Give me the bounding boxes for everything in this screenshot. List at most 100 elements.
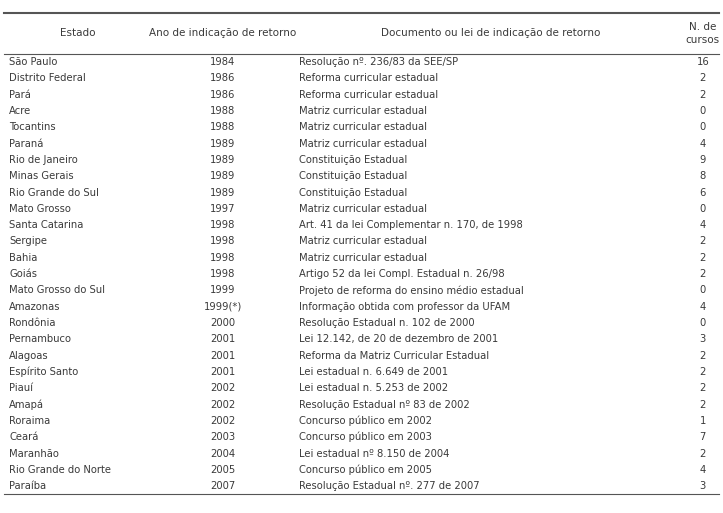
Text: 1998: 1998 <box>210 236 236 246</box>
Text: Matriz curricular estadual: Matriz curricular estadual <box>299 139 427 149</box>
Text: 1988: 1988 <box>210 106 235 116</box>
Text: Amazonas: Amazonas <box>9 302 61 312</box>
Text: 1986: 1986 <box>210 90 236 100</box>
Text: 2001: 2001 <box>210 334 235 344</box>
Text: 2: 2 <box>700 400 706 409</box>
Text: 2: 2 <box>700 383 706 393</box>
Text: 1998: 1998 <box>210 220 236 230</box>
Text: Ano de indicação de retorno: Ano de indicação de retorno <box>149 28 296 38</box>
Text: Mato Grosso: Mato Grosso <box>9 204 72 214</box>
Text: Sergipe: Sergipe <box>9 236 48 246</box>
Text: Piauí: Piauí <box>9 383 33 393</box>
Text: 0: 0 <box>700 122 706 132</box>
Text: 2: 2 <box>700 367 706 377</box>
Text: Concurso público em 2003: Concurso público em 2003 <box>299 432 432 443</box>
Text: 4: 4 <box>700 139 706 149</box>
Text: 2002: 2002 <box>210 383 235 393</box>
Text: Santa Catarina: Santa Catarina <box>9 220 84 230</box>
Text: Paraná: Paraná <box>9 139 44 149</box>
Text: Mato Grosso do Sul: Mato Grosso do Sul <box>9 285 106 295</box>
Text: 2: 2 <box>700 269 706 279</box>
Text: 1988: 1988 <box>210 122 235 132</box>
Text: Espírito Santo: Espírito Santo <box>9 367 79 377</box>
Text: Rio Grande do Norte: Rio Grande do Norte <box>9 465 111 475</box>
Text: 2: 2 <box>700 90 706 100</box>
Text: Resolução nº. 236/83 da SEE/SP: Resolução nº. 236/83 da SEE/SP <box>299 57 458 67</box>
Text: N. de
cursos: N. de cursos <box>685 22 720 45</box>
Text: Constituição Estadual: Constituição Estadual <box>299 188 407 198</box>
Text: Documento ou lei de indicação de retorno: Documento ou lei de indicação de retorno <box>380 28 600 38</box>
Text: 2005: 2005 <box>210 465 235 475</box>
Text: 1999: 1999 <box>210 285 236 295</box>
Text: 2001: 2001 <box>210 351 235 361</box>
Text: 1989: 1989 <box>210 171 236 181</box>
Text: Resolução Estadual nº. 277 de 2007: Resolução Estadual nº. 277 de 2007 <box>299 481 479 491</box>
Text: Lei 12.142, de 20 de dezembro de 2001: Lei 12.142, de 20 de dezembro de 2001 <box>299 334 498 344</box>
Text: 0: 0 <box>700 106 706 116</box>
Text: 2002: 2002 <box>210 400 235 409</box>
Text: 2: 2 <box>700 351 706 361</box>
Text: 0: 0 <box>700 204 706 214</box>
Text: Resolução Estadual n. 102 de 2000: Resolução Estadual n. 102 de 2000 <box>299 318 474 328</box>
Text: 7: 7 <box>700 432 706 442</box>
Text: Concurso público em 2002: Concurso público em 2002 <box>299 416 432 426</box>
Text: Resolução Estadual nº 83 de 2002: Resolução Estadual nº 83 de 2002 <box>299 400 469 409</box>
Text: Lei estadual n. 5.253 de 2002: Lei estadual n. 5.253 de 2002 <box>299 383 448 393</box>
Text: 2007: 2007 <box>210 481 235 491</box>
Text: 1984: 1984 <box>210 57 235 67</box>
Text: Matriz curricular estadual: Matriz curricular estadual <box>299 253 427 263</box>
Text: Constituição Estadual: Constituição Estadual <box>299 155 407 165</box>
Text: Ceará: Ceará <box>9 432 39 442</box>
Text: Concurso público em 2005: Concurso público em 2005 <box>299 465 432 475</box>
Text: Acre: Acre <box>9 106 32 116</box>
Text: 1997: 1997 <box>210 204 236 214</box>
Text: 2001: 2001 <box>210 367 235 377</box>
Text: 2002: 2002 <box>210 416 235 426</box>
Text: 1998: 1998 <box>210 253 236 263</box>
Text: Paraíba: Paraíba <box>9 481 46 491</box>
Text: Matriz curricular estadual: Matriz curricular estadual <box>299 122 427 132</box>
Text: Matriz curricular estadual: Matriz curricular estadual <box>299 236 427 246</box>
Text: 1989: 1989 <box>210 139 236 149</box>
Text: 1999(*): 1999(*) <box>204 302 241 312</box>
Text: 2: 2 <box>700 236 706 246</box>
Text: São Paulo: São Paulo <box>9 57 58 67</box>
Text: 6: 6 <box>700 188 706 198</box>
Text: 1998: 1998 <box>210 269 236 279</box>
Text: Projeto de reforma do ensino médio estadual: Projeto de reforma do ensino médio estad… <box>299 285 523 295</box>
Text: 3: 3 <box>700 481 706 491</box>
Text: 1: 1 <box>700 416 706 426</box>
Text: 0: 0 <box>700 285 706 295</box>
Text: 9: 9 <box>700 155 706 165</box>
Text: Estado: Estado <box>59 28 95 38</box>
Text: Matriz curricular estadual: Matriz curricular estadual <box>299 106 427 116</box>
Text: 1986: 1986 <box>210 73 236 83</box>
Text: Reforma curricular estadual: Reforma curricular estadual <box>299 73 437 83</box>
Text: 4: 4 <box>700 302 706 312</box>
Text: 4: 4 <box>700 220 706 230</box>
Text: Lei estadual nº 8.150 de 2004: Lei estadual nº 8.150 de 2004 <box>299 448 449 459</box>
Text: Alagoas: Alagoas <box>9 351 49 361</box>
Text: Pará: Pará <box>9 90 31 100</box>
Text: Matriz curricular estadual: Matriz curricular estadual <box>299 204 427 214</box>
Text: Constituição Estadual: Constituição Estadual <box>299 171 407 181</box>
Text: Rio de Janeiro: Rio de Janeiro <box>9 155 78 165</box>
Text: Artigo 52 da lei Compl. Estadual n. 26/98: Artigo 52 da lei Compl. Estadual n. 26/9… <box>299 269 504 279</box>
Text: 16: 16 <box>696 57 709 67</box>
Text: 2: 2 <box>700 448 706 459</box>
Text: Goiás: Goiás <box>9 269 38 279</box>
Text: 2000: 2000 <box>210 318 235 328</box>
Text: 2004: 2004 <box>210 448 235 459</box>
Text: 2: 2 <box>700 73 706 83</box>
Text: 1989: 1989 <box>210 155 236 165</box>
Text: 4: 4 <box>700 465 706 475</box>
Text: Distrito Federal: Distrito Federal <box>9 73 86 83</box>
Text: Rio Grande do Sul: Rio Grande do Sul <box>9 188 99 198</box>
Text: Amapá: Amapá <box>9 399 44 410</box>
Text: 8: 8 <box>700 171 706 181</box>
Text: 1989: 1989 <box>210 188 236 198</box>
Text: Art. 41 da lei Complementar n. 170, de 1998: Art. 41 da lei Complementar n. 170, de 1… <box>299 220 522 230</box>
Text: Reforma curricular estadual: Reforma curricular estadual <box>299 90 437 100</box>
Text: Minas Gerais: Minas Gerais <box>9 171 74 181</box>
Text: Lei estadual n. 6.649 de 2001: Lei estadual n. 6.649 de 2001 <box>299 367 448 377</box>
